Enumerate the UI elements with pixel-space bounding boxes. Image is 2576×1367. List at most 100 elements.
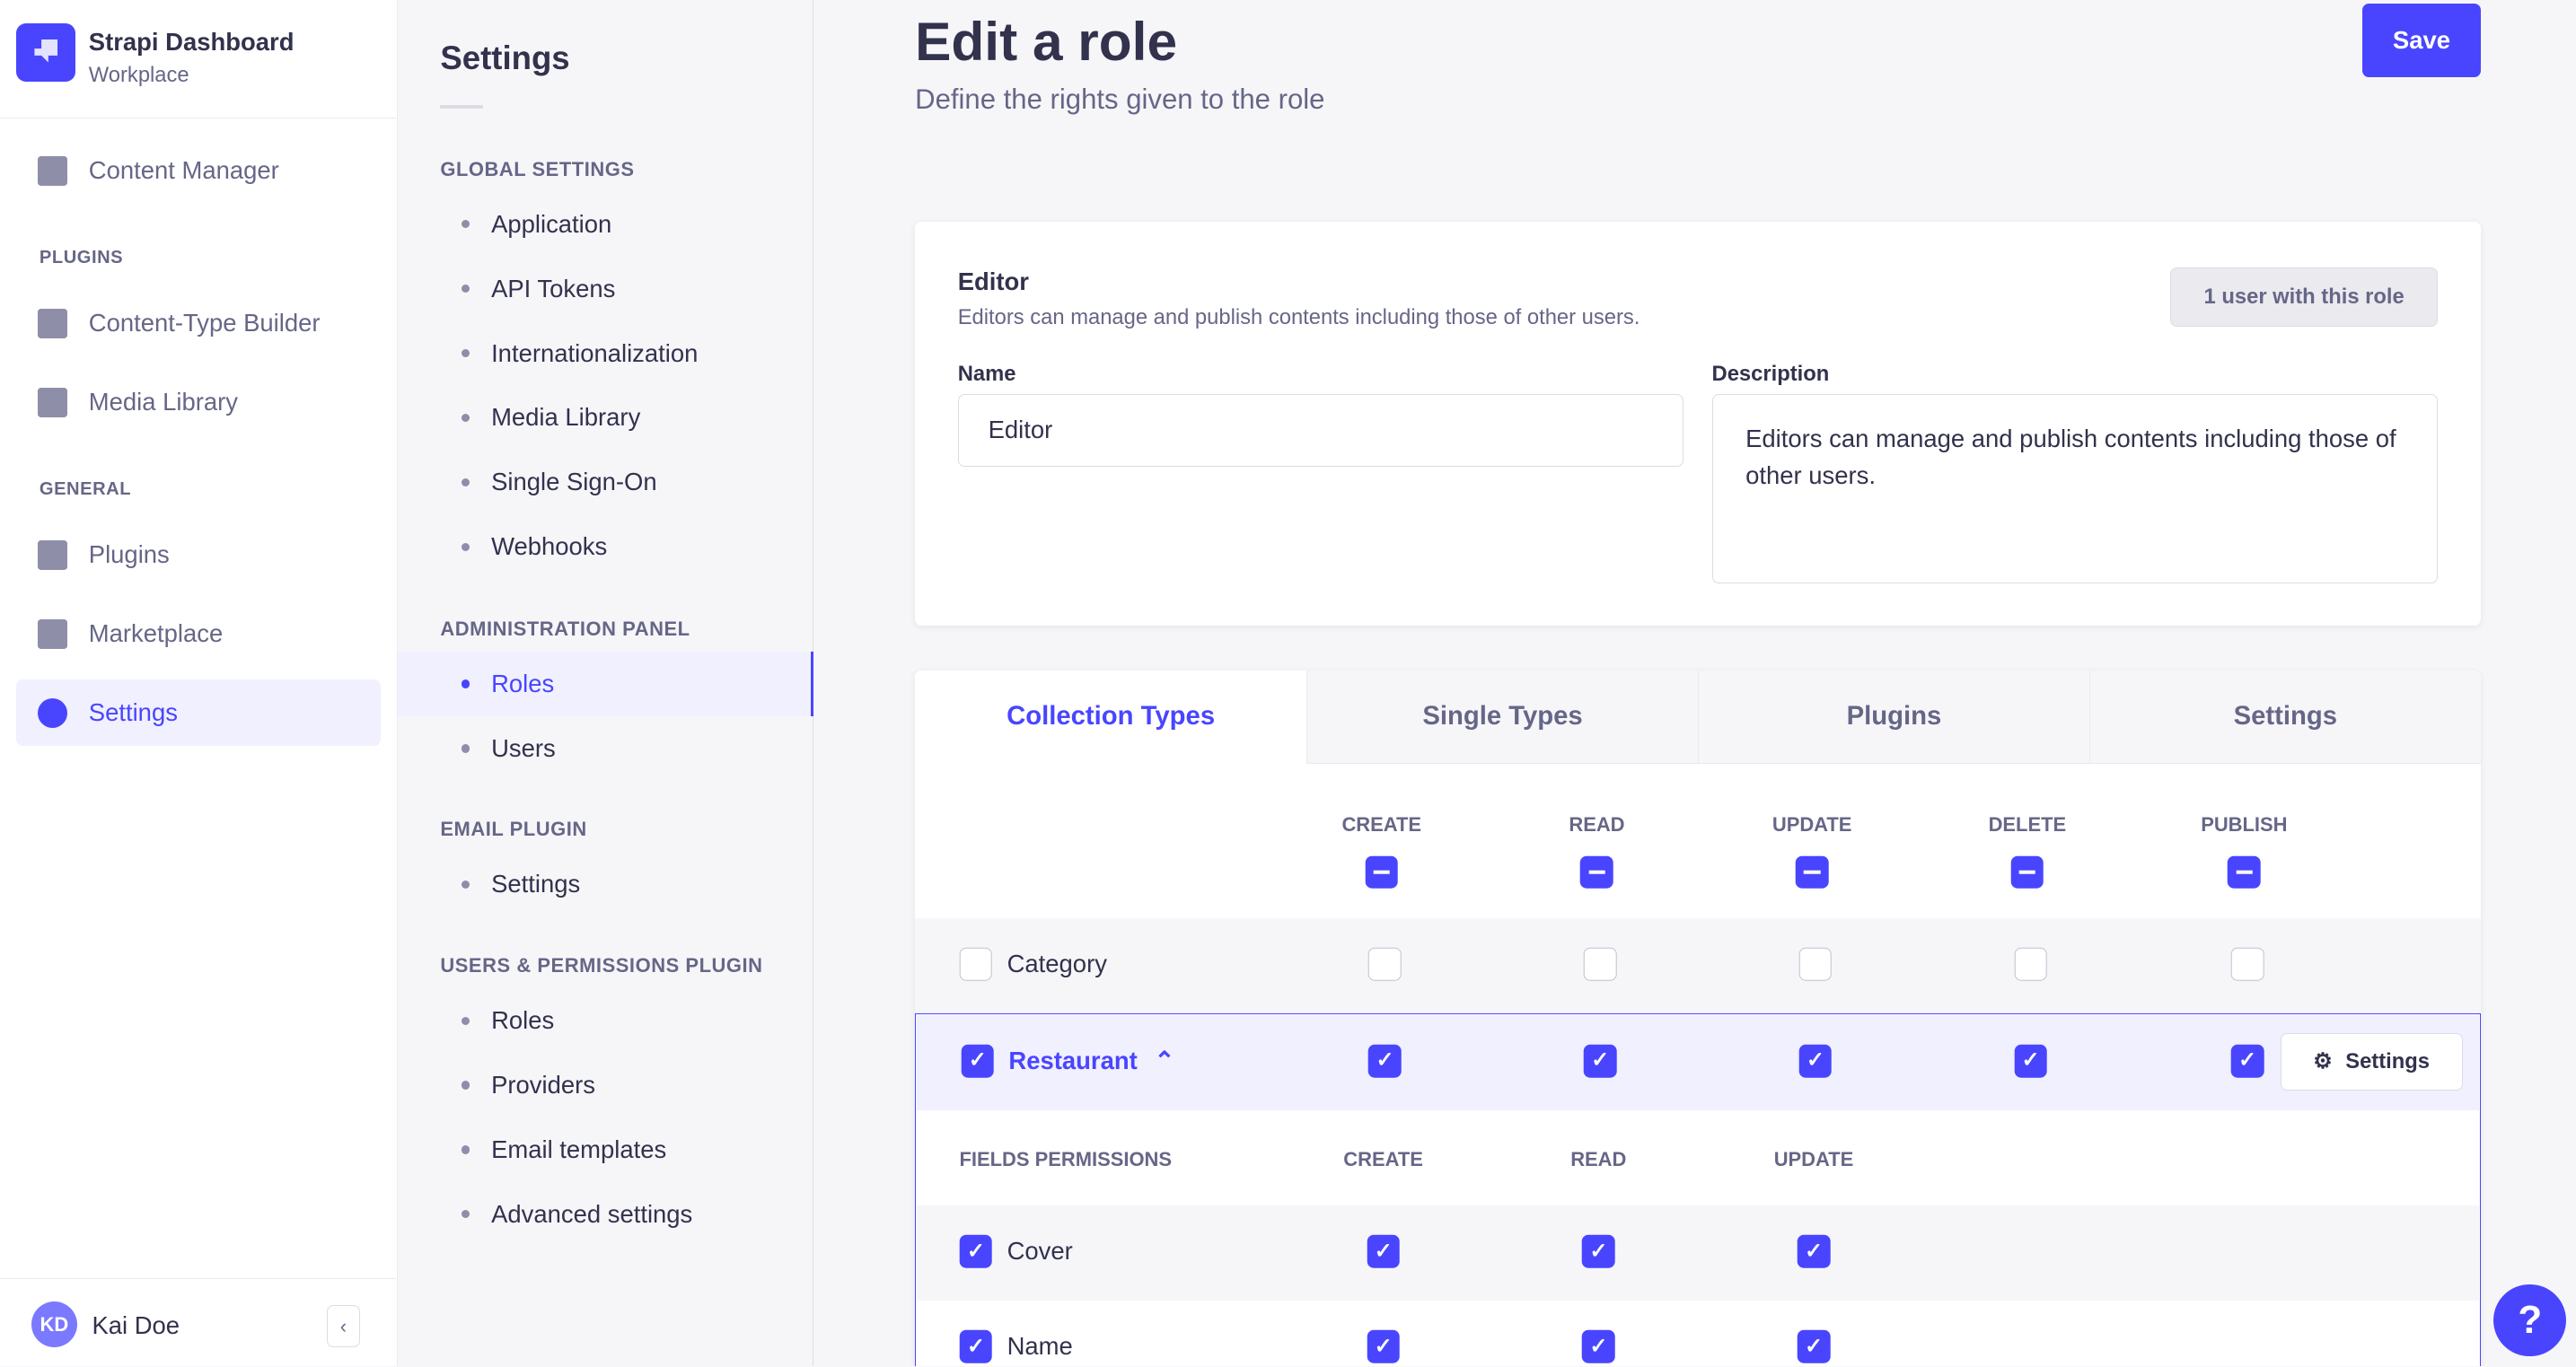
restaurant-publish-checkbox[interactable]: ✓ — [2230, 1044, 2264, 1078]
subnav-group-heading: EMAIL PLUGIN — [440, 818, 587, 841]
subnav-item-users[interactable]: Users — [398, 716, 813, 780]
tab-plugins[interactable]: Plugins — [1697, 670, 2089, 764]
category-update-checkbox[interactable] — [1798, 947, 1833, 981]
description-label: Description — [1711, 361, 1830, 386]
field-name-update-checkbox[interactable]: ✓ — [1797, 1330, 1831, 1363]
nav-label: Marketplace — [88, 619, 224, 648]
settings-label: Settings — [2345, 1048, 2430, 1073]
nav-group-plugins: PLUGINS — [39, 248, 124, 268]
restaurant-create-checkbox[interactable]: ✓ — [1368, 1044, 1402, 1078]
page-subtitle: Define the rights given to the role — [915, 83, 1325, 116]
field-cover-create-checkbox[interactable]: ✓ — [1367, 1234, 1400, 1268]
role-description: Editors can manage and publish contents … — [957, 305, 1640, 330]
subnav-item-webhooks[interactable]: Webhooks — [398, 515, 813, 579]
subnav-item-roles[interactable]: Roles — [398, 988, 813, 1052]
restaurant-select-all-checkbox[interactable]: ✓ — [961, 1044, 994, 1078]
restaurant-name: Restaurant — [1008, 1046, 1138, 1074]
column-header-delete: DELETE — [1988, 812, 2067, 836]
permission-row-restaurant — [916, 1014, 2479, 1110]
layout-icon — [38, 308, 67, 338]
category-label[interactable]: Category — [1007, 950, 1107, 978]
tab-collection-types[interactable]: Collection Types — [915, 670, 1307, 764]
field-row-cover — [916, 1205, 2479, 1301]
category-read-checkbox[interactable] — [1583, 947, 1617, 981]
permissions-card: Collection Types Single Types Plugins Setti… — [915, 670, 2481, 1367]
subnav-item-single-sign-on[interactable]: Single Sign-On — [398, 451, 813, 514]
nav-content-manager[interactable]: Content Manager — [16, 138, 381, 204]
strapi-logo — [16, 22, 76, 83]
restaurant-delete-checkbox[interactable]: ✓ — [2014, 1044, 2047, 1078]
puzzle-icon — [38, 539, 67, 570]
subnav-item-advanced-settings[interactable]: Advanced settings — [398, 1182, 813, 1246]
collapse-nav-button[interactable]: ‹ — [327, 1304, 360, 1348]
category-select-all-checkbox[interactable] — [959, 947, 993, 981]
subnav-item-application[interactable]: Application — [398, 192, 813, 256]
restaurant-expanded-box — [915, 1012, 2481, 1367]
select-all-delete-checkbox[interactable] — [2010, 855, 2044, 889]
nav-plugins[interactable]: Plugins — [16, 522, 381, 588]
category-publish-checkbox[interactable] — [2230, 947, 2264, 981]
category-create-checkbox[interactable] — [1368, 947, 1402, 981]
field-cover-update-checkbox[interactable]: ✓ — [1797, 1234, 1831, 1268]
nav-group-general: GENERAL — [39, 479, 132, 500]
subnav-title: Settings — [440, 39, 570, 76]
help-button[interactable]: ? — [2493, 1284, 2566, 1357]
settings-subnav: Settings GLOBAL SETTINGS Application API T… — [397, 0, 813, 1367]
select-all-update-checkbox[interactable] — [1795, 855, 1829, 889]
select-all-create-checkbox[interactable] — [1365, 855, 1399, 889]
field-label: Name — [1007, 1332, 1073, 1361]
avatar[interactable]: KD — [31, 1301, 77, 1348]
nav-media-library[interactable]: Media Library — [16, 370, 381, 435]
restaurant-settings-button[interactable]: ⚙ Settings — [2280, 1032, 2463, 1091]
page-title: Edit a role — [915, 10, 1178, 72]
brand-header: Strapi Dashboard Workplace — [0, 0, 396, 118]
column-header-create: CREATE — [1341, 812, 1422, 836]
restaurant-label[interactable]: Restaurant ⌃ — [1008, 1047, 1174, 1075]
subnav-item-media-library[interactable]: Media Library — [398, 386, 813, 450]
field-name-read-checkbox[interactable]: ✓ — [1581, 1330, 1615, 1363]
cart-icon — [38, 618, 67, 649]
chevron-up-icon[interactable]: ⌃ — [1147, 1046, 1175, 1074]
subnav-group-heading: GLOBAL SETTINGS — [440, 157, 635, 180]
field-row-name — [916, 1301, 2479, 1367]
nav-label: Settings — [88, 698, 178, 727]
save-button[interactable]: Save — [2362, 3, 2481, 77]
feather-icon — [38, 155, 67, 186]
nav-label: Media Library — [88, 388, 239, 416]
main-nav: Strapi Dashboard Workplace Content Manag… — [0, 0, 398, 1367]
field-cover-read-checkbox[interactable]: ✓ — [1581, 1234, 1615, 1268]
column-header-read: READ — [1569, 812, 1625, 836]
field-column-update: UPDATE — [1773, 1147, 1854, 1170]
subnav-item-email-templates[interactable]: Email templates — [398, 1117, 813, 1181]
nav-label: Content Manager — [88, 156, 279, 185]
tab-settings[interactable]: Settings — [2088, 670, 2481, 764]
field-column-read: READ — [1570, 1147, 1627, 1170]
field-cover-select-all-checkbox[interactable]: ✓ — [959, 1234, 993, 1268]
nav-content-type-builder[interactable]: Content-Type Builder — [16, 291, 381, 356]
users-count-badge[interactable]: 1 user with this role — [2170, 267, 2439, 328]
subnav-item-settings[interactable]: Settings — [398, 853, 813, 916]
nav-settings[interactable]: Settings — [16, 679, 382, 746]
divider — [440, 105, 483, 109]
app-subtitle: Workplace — [88, 62, 189, 87]
select-all-read-checkbox[interactable] — [1580, 855, 1613, 889]
field-label: Cover — [1007, 1237, 1073, 1266]
subnav-item-internationalization[interactable]: Internationalization — [398, 321, 813, 385]
name-input[interactable] — [957, 394, 1684, 467]
subnav-item-api-tokens[interactable]: API Tokens — [398, 257, 813, 320]
restaurant-update-checkbox[interactable]: ✓ — [1798, 1044, 1833, 1078]
field-name-select-all-checkbox[interactable]: ✓ — [959, 1330, 993, 1363]
subnav-item-providers[interactable]: Providers — [398, 1053, 813, 1117]
field-name-create-checkbox[interactable]: ✓ — [1367, 1330, 1400, 1363]
description-textarea[interactable]: Editors can manage and publish contents … — [1711, 394, 2439, 583]
user-name[interactable]: Kai Doe — [92, 1311, 180, 1340]
name-label: Name — [957, 361, 1016, 386]
restaurant-read-checkbox[interactable]: ✓ — [1583, 1044, 1617, 1078]
role-details-card: Editor Editors can manage and publish co… — [915, 222, 2481, 627]
nav-marketplace[interactable]: Marketplace — [16, 601, 381, 667]
select-all-publish-checkbox[interactable] — [2228, 855, 2261, 889]
tab-single-types[interactable]: Single Types — [1306, 670, 1698, 764]
subnav-item-roles[interactable]: Roles — [397, 652, 813, 716]
gear-icon — [38, 697, 67, 728]
category-delete-checkbox[interactable] — [2014, 947, 2047, 981]
